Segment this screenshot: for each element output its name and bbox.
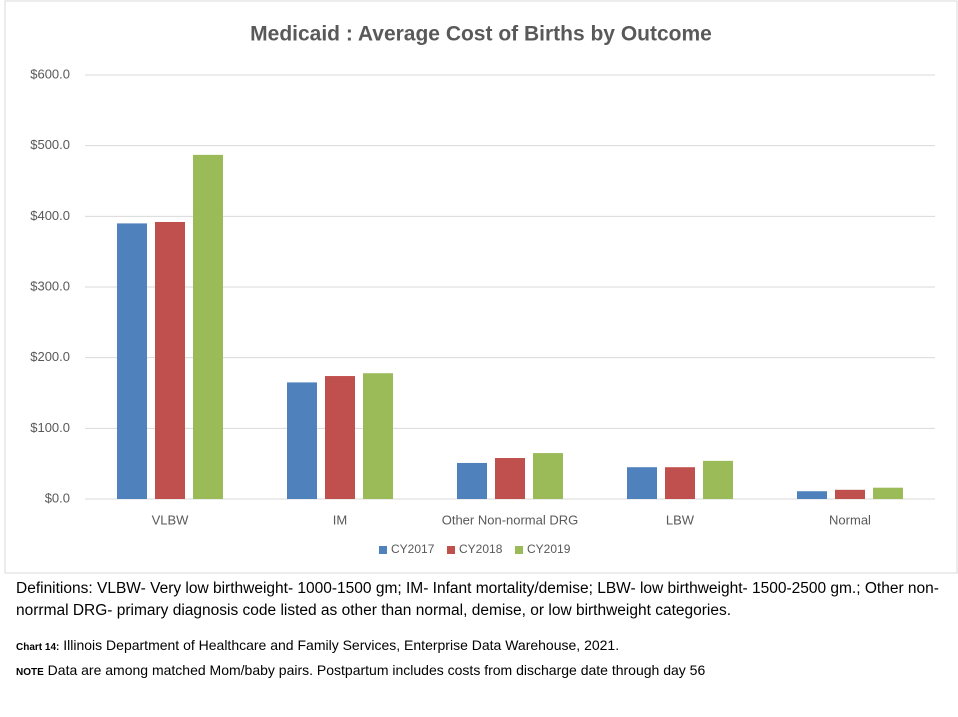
chart-frame xyxy=(4,0,958,574)
legend-label: CY2018 xyxy=(459,542,503,556)
bar xyxy=(457,462,487,499)
x-tick-label: Normal xyxy=(829,512,871,527)
legend-label: CY2017 xyxy=(391,542,435,556)
legend-swatch xyxy=(447,546,455,554)
x-tick-label: VLBW xyxy=(152,512,190,527)
bar xyxy=(703,460,733,499)
legend-label: CY2019 xyxy=(527,542,571,556)
definitions: Definitions: VLBW- Very low birthweight-… xyxy=(16,580,939,619)
bar xyxy=(665,467,695,499)
bar xyxy=(495,458,525,499)
source: Chart 14: Illinois Department of Healthc… xyxy=(16,634,951,659)
x-tick-label: Other Non-normal DRG xyxy=(442,512,579,527)
chart: Medicaid : Average Cost of Births by Out… xyxy=(4,0,958,574)
notes: Definitions: VLBW- Very low birthweight-… xyxy=(16,578,951,684)
y-tick-label: $400.0 xyxy=(30,208,70,223)
x-tick-label: LBW xyxy=(666,512,695,527)
y-tick-label: $300.0 xyxy=(30,278,70,293)
source-block: Chart 14: Illinois Department of Healthc… xyxy=(16,634,951,684)
legend-swatch xyxy=(379,546,387,554)
legend-swatch xyxy=(515,546,523,554)
bar xyxy=(155,221,185,499)
note-text: Data are among matched Mom/baby pairs. P… xyxy=(47,662,706,678)
y-tick-label: $500.0 xyxy=(30,137,70,152)
bar xyxy=(533,453,563,499)
bar xyxy=(363,373,393,499)
bar xyxy=(117,223,147,499)
chart-title: Medicaid : Average Cost of Births by Out… xyxy=(250,23,712,46)
y-tick-label: $600.0 xyxy=(30,66,70,81)
bar xyxy=(873,487,903,499)
bar xyxy=(627,467,657,499)
bar xyxy=(835,489,865,499)
note-label: NOTE xyxy=(16,667,44,678)
y-tick-label: $200.0 xyxy=(30,349,70,364)
x-tick-label: IM xyxy=(333,512,347,527)
bar xyxy=(325,376,355,499)
bar xyxy=(797,491,827,499)
bar xyxy=(193,154,223,499)
y-tick-label: $0.0 xyxy=(45,490,70,505)
y-tick-label: $100.0 xyxy=(30,420,70,435)
source-label: Chart 14: xyxy=(16,642,60,653)
source-text: Illinois Department of Healthcare and Fa… xyxy=(63,637,620,653)
note: NOTE Data are among matched Mom/baby pai… xyxy=(16,659,951,684)
bar xyxy=(287,382,317,499)
